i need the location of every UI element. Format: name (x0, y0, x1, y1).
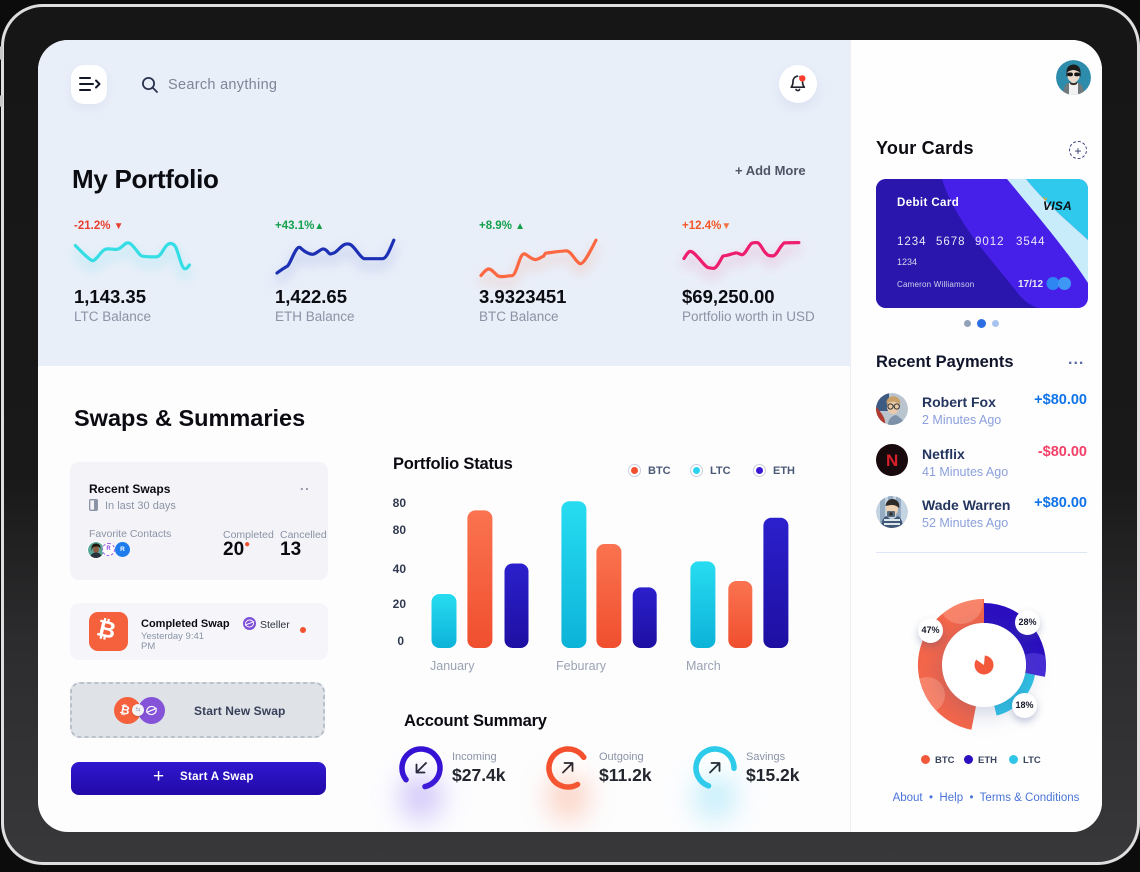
svg-text:Debit Card: Debit Card (897, 197, 959, 209)
svg-text:20: 20 (393, 597, 407, 611)
svg-text:N: N (886, 451, 898, 470)
svg-text:3544: 3544 (1016, 236, 1046, 248)
svg-text:5678: 5678 (936, 236, 966, 248)
svg-text:80: 80 (393, 496, 407, 510)
svg-text:March: March (686, 659, 721, 673)
svg-text:17/12: 17/12 (1018, 279, 1043, 290)
svg-text:Cameron Williamson: Cameron Williamson (897, 280, 974, 289)
svg-text:Feburary: Feburary (556, 659, 607, 673)
svg-text:1234: 1234 (897, 236, 927, 248)
svg-text:9012: 9012 (975, 236, 1005, 248)
svg-text:80: 80 (393, 523, 407, 537)
svg-text:VISA: VISA (1043, 199, 1072, 213)
svg-text:0: 0 (397, 634, 404, 648)
svg-text:January: January (430, 659, 475, 673)
svg-text:40: 40 (393, 562, 407, 576)
svg-text:1234: 1234 (897, 257, 917, 267)
